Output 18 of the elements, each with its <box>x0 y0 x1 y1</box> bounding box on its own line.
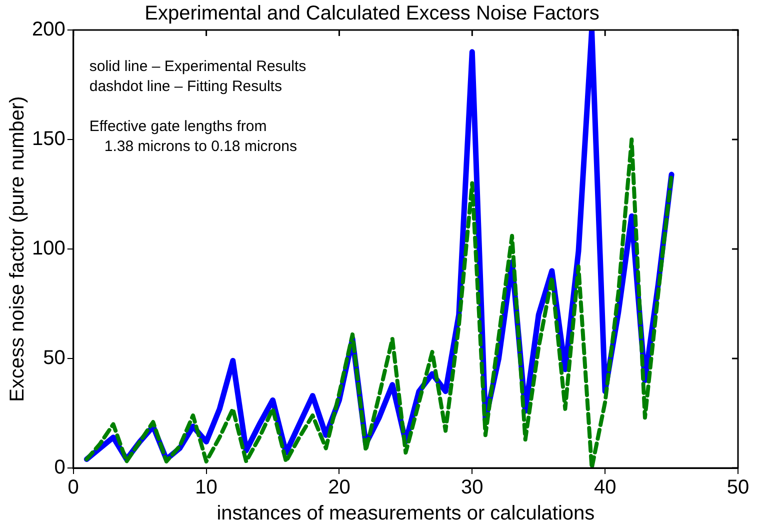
y-tick-label: 200 <box>32 18 66 41</box>
y-tick-label: 100 <box>32 238 66 260</box>
x-tick-label: 30 <box>461 476 484 499</box>
x-tick-label: 10 <box>195 476 218 499</box>
x-axis-title: instances of measurements or calculations <box>216 502 595 525</box>
x-tick-label: 40 <box>594 476 616 499</box>
y-axis-title: Excess noise factor (pure number) <box>6 96 29 402</box>
x-tick-label: 20 <box>328 476 350 499</box>
line-series <box>84 138 674 468</box>
y-tick-label: 50 <box>43 347 66 370</box>
annotation: dashdot line – Fitting Results <box>89 78 282 96</box>
annotation: solid line – Experimental Results <box>89 58 306 76</box>
y-tick-label: 0 <box>54 456 66 479</box>
x-tick-label: 50 <box>726 476 750 499</box>
chart-title: Experimental and Calculated Excess Noise Factors <box>144 2 600 25</box>
annotation: 1.38 microns to 0.18 microns <box>89 138 297 156</box>
y-tick-label: 150 <box>32 128 66 150</box>
annotation: Effective gate lengths from <box>89 118 267 136</box>
